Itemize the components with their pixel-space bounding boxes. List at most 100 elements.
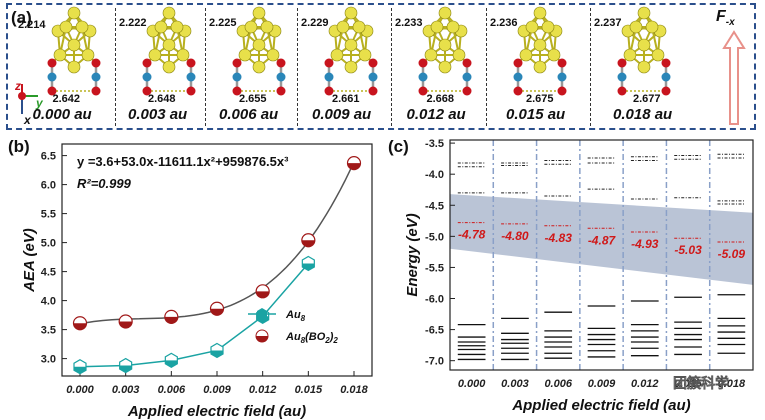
oxygen-atom	[418, 86, 428, 96]
gold-atom	[252, 60, 266, 74]
x-tick-label: 0.018	[718, 378, 746, 390]
legend-sub: 8	[301, 336, 306, 345]
y-tick-label: 6.5	[41, 151, 56, 163]
legend-au8bo2-marker-fill	[256, 336, 268, 342]
x-tick-label: 0.006	[158, 384, 186, 396]
boron-atom	[324, 72, 334, 82]
gold-atom	[162, 60, 176, 74]
gold-atom	[533, 60, 547, 74]
field-strength-label: 0.012 au	[406, 106, 466, 123]
gold-atom	[154, 20, 168, 34]
au8bo2-marker-fill	[210, 308, 224, 316]
oxygen-atom	[617, 58, 627, 68]
x-tick-label: 0.006	[544, 378, 572, 390]
gold-atom	[67, 60, 81, 74]
oxygen-atom	[557, 86, 567, 96]
oxygen-atom	[513, 86, 523, 96]
oxygen-atom	[462, 58, 472, 68]
au8-bo2-structure	[617, 6, 671, 96]
origin-dot	[18, 92, 26, 100]
x-axis-title: Applied electric field (au)	[511, 397, 690, 414]
oxygen-atom	[232, 86, 242, 96]
oxygen-atom	[47, 86, 57, 96]
x-tick-label: 0.018	[340, 384, 368, 396]
oxygen-atom	[462, 86, 472, 96]
au8-bo2-structure	[142, 6, 196, 96]
gold-atom	[541, 20, 555, 34]
homo-band	[450, 194, 753, 285]
au8-marker-fill	[119, 365, 132, 373]
bottom-bond-length: 2.675	[526, 93, 554, 105]
aea-chart: 3.0 3.5 4.0 4.5 5.0 5.5 6.0 6.5 0.000 0.003 0.006 0…	[21, 143, 373, 420]
top-bond-length: 2.236	[490, 17, 518, 29]
legend-au8bo2-label: Au8(BO2)2	[285, 331, 338, 345]
homo-energy-label: -4.80	[501, 229, 529, 243]
bottom-bond-length: 2.642	[52, 93, 81, 105]
boron-atom	[47, 72, 57, 82]
structure-separator	[590, 8, 591, 126]
gold-atom	[266, 48, 280, 62]
gold-atom	[148, 48, 162, 62]
gold-atom	[176, 48, 190, 62]
gold-atom	[170, 20, 184, 34]
y-tick-label: -4.5	[425, 200, 444, 212]
top-bond-length: 2.214	[18, 19, 46, 31]
gold-atom	[651, 48, 665, 62]
plot-frame	[449, 139, 754, 371]
energy-level-chart: -3.5 -4.0 -4.5 -5.0 -5.5 -6.0 -6.5 -7.0 0.000 0.0…	[404, 138, 754, 414]
gold-atom	[336, 20, 350, 34]
top-bond-length: 2.229	[301, 17, 329, 29]
boron-atom	[142, 72, 152, 82]
au8-bo2-structure	[418, 6, 472, 96]
panel-a-frame	[6, 3, 756, 130]
structure-separator	[391, 8, 392, 126]
top-bond-length: 2.237	[594, 17, 622, 29]
r-squared: R²=0.999	[77, 176, 132, 191]
oxygen-atom	[142, 86, 152, 96]
gold-atom	[252, 6, 266, 20]
au8-bo2-structure	[324, 6, 378, 96]
gold-atom	[344, 60, 358, 74]
y-axis-title: AEA (eV)	[21, 228, 38, 293]
legend-text: (BO	[305, 331, 326, 343]
gold-atom	[162, 6, 176, 20]
y-tick-label: 6.0	[41, 180, 56, 192]
y-tick-label: -4.0	[425, 169, 444, 181]
top-bond-length: 2.222	[119, 17, 147, 29]
legend-sub: 8	[301, 314, 306, 323]
gold-atom	[352, 20, 366, 34]
y-tick-label: -6.0	[425, 294, 444, 306]
oxygen-atom	[91, 86, 101, 96]
y-tick-label: -5.5	[425, 262, 444, 274]
y-tick-label: -6.5	[425, 325, 444, 337]
force-label: F-x	[716, 8, 735, 28]
bottom-bond-length: 2.661	[332, 93, 360, 105]
gold-atom	[59, 20, 73, 34]
gold-atom	[81, 48, 95, 62]
boron-atom	[276, 72, 286, 82]
oxygen-atom	[661, 58, 671, 68]
homo-energy-label: -5.09	[718, 247, 746, 261]
z-axis-label: z	[14, 80, 21, 93]
x-tick-label: 0.015	[674, 378, 702, 390]
oxygen-atom	[661, 86, 671, 96]
oxygen-atom	[513, 58, 523, 68]
gold-atom	[358, 48, 372, 62]
x-tick-label: 0.000	[458, 378, 486, 390]
gold-atom	[533, 38, 547, 52]
y-tick-label: -3.5	[425, 138, 444, 150]
panel-c-label: (c)	[388, 137, 409, 156]
top-bond-length: 2.225	[209, 17, 237, 29]
force-subscript: -x	[725, 17, 735, 29]
legend-text: )	[329, 331, 334, 343]
field-strength-label: 0.015 au	[506, 106, 566, 123]
axes-indicator: z y x	[14, 80, 44, 127]
gold-atom	[438, 60, 452, 74]
bottom-bond-length: 2.668	[426, 93, 455, 105]
legend-au8-label: Au8	[285, 309, 306, 323]
field-strength-label: 0.006 au	[219, 106, 279, 123]
boron-atom	[368, 72, 378, 82]
oxygen-atom	[186, 86, 196, 96]
gold-atom	[452, 48, 466, 62]
boron-atom	[462, 72, 472, 82]
